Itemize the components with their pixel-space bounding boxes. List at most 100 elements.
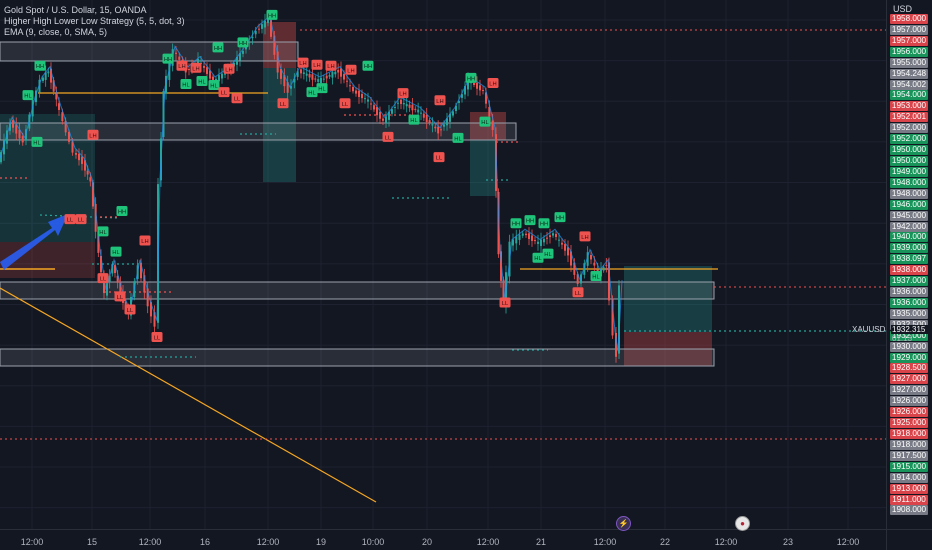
candle-body (325, 75, 328, 79)
marker-hl[interactable]: HL (180, 79, 192, 90)
candle-body (124, 301, 127, 308)
marker-ll[interactable]: LL (572, 287, 584, 298)
marker-box (311, 59, 323, 70)
candle-body (328, 75, 331, 77)
marker-lh[interactable]: LH (176, 60, 188, 71)
candle-body (81, 156, 83, 164)
marker-box (75, 214, 87, 225)
candle-body (206, 67, 208, 74)
marker-hh[interactable]: HH (237, 37, 249, 48)
marker-ll[interactable]: LL (231, 93, 243, 104)
price-axis[interactable]: 1958.000 1957.000 1957.000 1956.000 1955.000… (887, 0, 932, 530)
marker-hl[interactable]: HL (316, 83, 328, 94)
time-axis-label: 22 (659, 537, 671, 547)
candle-body (400, 99, 402, 104)
marker-text: LL (280, 102, 287, 108)
marker-hh[interactable]: HH (524, 215, 536, 226)
marker-hl[interactable]: HL (479, 116, 491, 127)
candle-body (502, 279, 505, 305)
marker-ll[interactable]: LL (151, 331, 163, 342)
marker-text: HH (512, 222, 520, 228)
marker-hh[interactable]: HH (212, 42, 224, 53)
marker-text: HL (308, 91, 316, 97)
marker-ll[interactable]: LL (64, 214, 76, 225)
lightning-event-icon[interactable]: ⚡ (616, 516, 631, 531)
marker-hl[interactable]: HL (532, 252, 544, 263)
marker-ll[interactable]: LL (97, 273, 109, 284)
marker-lh[interactable]: LH (190, 62, 202, 73)
marker-text: HH (540, 222, 548, 228)
marker-lh[interactable]: LH (311, 59, 323, 70)
marker-box (266, 9, 278, 20)
candle-body (0, 152, 2, 163)
candle-body (408, 104, 411, 108)
marker-ll[interactable]: LL (339, 98, 351, 109)
marker-ll[interactable]: LL (382, 131, 394, 142)
marker-lh[interactable]: LH (297, 57, 309, 68)
marker-hh[interactable]: HH (510, 218, 522, 229)
marker-hh[interactable]: HH (362, 60, 374, 71)
us-flag-event-icon[interactable]: ● (735, 516, 750, 531)
marker-ll[interactable]: LL (499, 297, 511, 308)
candle-body (440, 129, 442, 131)
marker-hl[interactable]: HL (31, 136, 43, 147)
marker-lh[interactable]: LH (434, 95, 446, 106)
time-axis-label: 12:00 (714, 537, 738, 547)
marker-ll[interactable]: LL (75, 214, 87, 225)
marker-lh[interactable]: LH (397, 88, 409, 99)
marker-hl[interactable]: HL (306, 87, 318, 98)
candle-body (411, 104, 414, 111)
marker-hl[interactable]: HL (97, 226, 109, 237)
price-axis-label: 1948.000 (890, 188, 928, 199)
marker-hh[interactable]: HH (266, 9, 278, 20)
marker-text: LL (127, 308, 134, 314)
marker-hh[interactable]: HH (162, 53, 174, 64)
price-axis-label: 1940.000 (890, 232, 928, 243)
marker-hh[interactable]: HH (554, 212, 566, 223)
marker-lh[interactable]: LH (139, 235, 151, 246)
candle-body (422, 113, 425, 118)
price-axis-label: 1927.000 (890, 374, 928, 385)
marker-ll[interactable]: LL (433, 152, 445, 163)
marker-hl[interactable]: HL (590, 271, 602, 282)
marker-hh[interactable]: HH (538, 218, 550, 229)
marker-lh[interactable]: LH (223, 63, 235, 74)
marker-ll[interactable]: LL (277, 98, 289, 109)
marker-lh[interactable]: LH (487, 77, 499, 88)
marker-text: HH (268, 13, 276, 19)
marker-ll[interactable]: LL (124, 304, 136, 315)
marker-hl[interactable]: HL (408, 114, 420, 125)
candle-body (146, 288, 149, 307)
indicator-hhll[interactable]: Higher High Lower Low Strategy (5, 5, do… (4, 16, 185, 26)
candle-body (397, 102, 399, 104)
marker-text: LH (192, 66, 199, 72)
marker-hl[interactable]: HL (196, 75, 208, 86)
candle-body (38, 79, 41, 93)
marker-hl[interactable]: HL (208, 80, 220, 91)
marker-ll[interactable]: LL (218, 87, 230, 98)
marker-hh[interactable]: HH (116, 206, 128, 217)
symbol-title[interactable]: Gold Spot / U.S. Dollar, 15, OANDA (4, 5, 147, 15)
marker-lh[interactable]: LH (87, 129, 99, 140)
marker-hl[interactable]: HL (542, 248, 554, 259)
marker-hl[interactable]: HL (452, 132, 464, 143)
candle-body (12, 120, 14, 128)
candle-body (300, 69, 302, 74)
marker-text: LL (117, 295, 124, 301)
marker-hl[interactable]: HL (22, 90, 34, 101)
marker-box (499, 297, 511, 308)
marker-lh[interactable]: LH (325, 60, 337, 71)
candle-body (352, 86, 354, 92)
candle-body (596, 269, 599, 273)
marker-hh[interactable]: HH (34, 60, 46, 71)
marker-ll[interactable]: LL (114, 291, 126, 302)
marker-lh[interactable]: LH (345, 64, 357, 75)
candle-body (47, 71, 50, 74)
time-axis-label: 16 (199, 537, 211, 547)
marker-hh[interactable]: HH (465, 72, 477, 83)
marker-lh[interactable]: LH (579, 231, 591, 242)
marker-hl[interactable]: HL (110, 246, 122, 257)
marker-text: HH (36, 64, 44, 70)
indicator-ema[interactable]: EMA (9, close, 0, SMA, 5) (4, 27, 108, 37)
